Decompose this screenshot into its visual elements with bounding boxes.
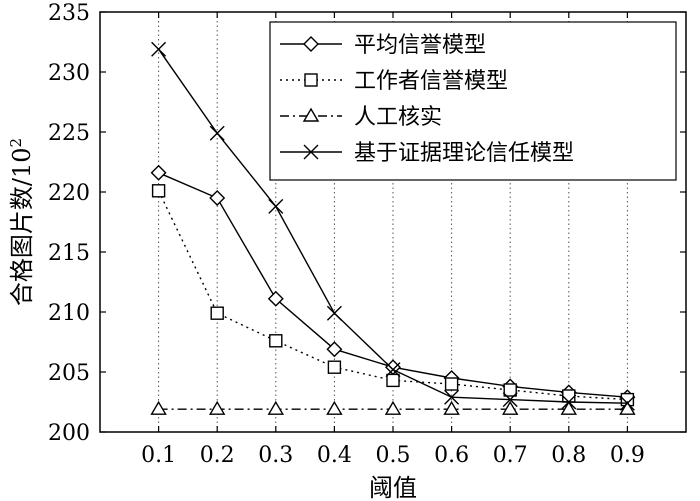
data-point	[150, 164, 167, 181]
data-point	[502, 392, 518, 408]
legend-entry: 基于证据理论信任模型	[280, 141, 574, 166]
x-tick-label: 0.3	[258, 443, 293, 468]
data-point	[269, 334, 283, 348]
data-point	[501, 400, 519, 415]
y-tick-label: 235	[48, 1, 90, 26]
data-point	[619, 395, 635, 411]
axis-ticks: 0.1 0.2 0.3 0.4 0.5 0.6 0.7 0.8 0.9 200 205 210 215 2…	[48, 1, 686, 468]
data-point	[267, 290, 284, 307]
legend-label: 工作者信誉模型	[354, 69, 508, 94]
data-point	[561, 394, 577, 410]
y-tick-label: 230	[48, 61, 90, 86]
legend-entry: 工作者信誉模型	[280, 69, 508, 94]
series-2	[151, 184, 635, 407]
x-tick-label: 0.5	[376, 443, 411, 468]
x-tick-label: 0.2	[200, 443, 235, 468]
y-tick-label: 215	[48, 241, 90, 266]
legend-box	[269, 21, 677, 181]
data-point	[150, 400, 167, 415]
data-point	[560, 400, 578, 415]
data-point	[209, 125, 225, 141]
x-tick-label: 0.9	[610, 443, 645, 468]
data-point	[208, 400, 226, 415]
data-point	[326, 305, 342, 321]
data-point	[210, 306, 224, 320]
y-tick-label: 225	[48, 121, 90, 146]
y-tick-label: 205	[48, 361, 90, 386]
legend-label: 基于证据理论信任模型	[354, 141, 574, 166]
data-point	[151, 184, 166, 198]
data-point	[619, 400, 636, 415]
y-axis-label-exponent: 2	[7, 138, 25, 148]
data-point	[443, 400, 460, 415]
data-point	[444, 389, 460, 405]
x-tick-label: 0.1	[141, 443, 176, 468]
x-tick-label: 0.7	[493, 443, 528, 468]
series-3	[150, 400, 636, 415]
data-point	[503, 383, 517, 397]
legend-marker	[303, 36, 319, 52]
x-axis-label: 阈值	[369, 474, 417, 501]
data-point	[386, 373, 400, 388]
data-point	[384, 400, 402, 415]
data-point	[267, 400, 285, 415]
y-axis-label: 合格图片数/102	[7, 138, 36, 306]
legend-label: 平均信誉模型	[354, 33, 486, 58]
data-point	[326, 341, 343, 358]
y-tick-label: 220	[48, 181, 90, 206]
legend-marker	[302, 107, 320, 122]
y-tick-label: 200	[48, 421, 90, 446]
x-tick-label: 0.8	[551, 443, 586, 468]
legend-marker	[303, 144, 319, 160]
y-axis-label-text: 合格图片数/10	[8, 147, 36, 306]
legend-marker	[304, 73, 318, 87]
series-lines	[150, 41, 636, 415]
legend-entry: 平均信誉模型	[280, 33, 486, 58]
series-4	[151, 41, 635, 411]
data-point	[385, 362, 401, 378]
data-point	[444, 377, 459, 391]
data-point	[209, 190, 226, 206]
legend-entry: 人工核实	[280, 105, 442, 130]
data-point	[326, 400, 343, 415]
data-point	[268, 198, 284, 214]
x-tick-label: 0.6	[434, 443, 469, 468]
data-point	[562, 389, 576, 403]
y-tick-label: 210	[48, 301, 90, 326]
x-tick-label: 0.4	[317, 443, 352, 468]
data-point	[327, 360, 342, 374]
legend-label: 人工核实	[354, 105, 442, 130]
data-point	[151, 41, 167, 57]
